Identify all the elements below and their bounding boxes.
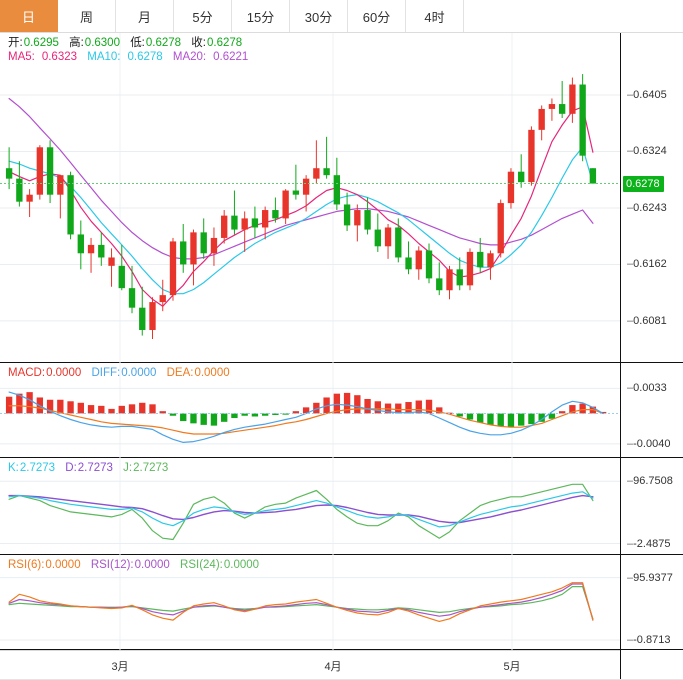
period-tab-3[interactable]: 5分 bbox=[174, 0, 232, 32]
last-price-label: 0.6278 bbox=[623, 175, 664, 192]
ma20-value: 0.6221 bbox=[213, 51, 249, 63]
rsi-panel[interactable]: RSI(6):0.0000 RSI(12):0.0000 RSI(24):0.0… bbox=[0, 555, 683, 650]
price-plot-area[interactable] bbox=[0, 33, 620, 363]
price-chart-svg bbox=[0, 33, 620, 363]
macd-y-tick-0: –0.0033 bbox=[627, 382, 667, 395]
rsi-plot-area[interactable] bbox=[0, 555, 620, 650]
period-tab-label: 月 bbox=[137, 9, 151, 25]
kdj-chart-svg bbox=[0, 458, 620, 555]
x-axis-corner bbox=[620, 650, 683, 680]
period-tab-0[interactable]: 日 bbox=[0, 0, 58, 32]
macd-y-axis: –0.0033 –-0.0040 bbox=[620, 363, 683, 457]
x-axis-tick-1: 4月 bbox=[324, 661, 342, 673]
price-y-tick-1: –0.6324 bbox=[627, 145, 667, 158]
period-tab-2[interactable]: 月 bbox=[116, 0, 174, 32]
kdj-y-tick-0: –96.7508 bbox=[627, 475, 673, 488]
price-y-axis: –0.6405 –0.6324 –0.6243 –0.6162 –0.6081 0.627… bbox=[620, 33, 683, 362]
ma20-label: MA20: bbox=[172, 51, 207, 63]
ma5-value: 0.6323 bbox=[41, 51, 78, 63]
period-tab-label: 15分 bbox=[246, 9, 275, 25]
price-y-tick-2: –0.6243 bbox=[627, 201, 667, 214]
price-y-tick-0: –0.6405 bbox=[627, 88, 667, 101]
ma-legend: MA5: 0.6323 MA10: 0.6278 MA20: 0.6221 bbox=[8, 50, 255, 64]
ma10-label: MA10: bbox=[87, 51, 121, 63]
period-tab-bar: 日 周 月 5分 15分 30分 60分 4时 bbox=[0, 0, 683, 33]
macd-panel[interactable]: MACD:0.0000 DIFF:0.0000 DEA:0.0000 –0.00… bbox=[0, 363, 683, 458]
kdj-y-axis: –96.7508 –-2.4875 bbox=[620, 458, 683, 554]
period-tab-label: 60分 bbox=[362, 9, 391, 25]
period-tab-7[interactable]: 4时 bbox=[406, 0, 464, 32]
x-axis-tick-2: 5月 bbox=[503, 661, 521, 673]
period-tab-1[interactable]: 周 bbox=[58, 0, 116, 32]
x-axis-line bbox=[0, 650, 620, 651]
x-axis-tick-0: 3月 bbox=[111, 661, 129, 673]
kdj-panel[interactable]: K:2.7273 D:2.7273 J:2.7273 –96.7508 –-2.4… bbox=[0, 458, 683, 555]
period-tab-label: 5分 bbox=[192, 9, 213, 25]
price-y-tick-4: –0.6081 bbox=[627, 314, 667, 327]
rsi-y-axis: –95.9377 –-0.8713 bbox=[620, 555, 683, 649]
period-tab-label: 4时 bbox=[424, 9, 445, 25]
period-tab-6[interactable]: 60分 bbox=[348, 0, 406, 32]
kdj-y-tick-1: –-2.4875 bbox=[627, 537, 671, 550]
kdj-plot-area[interactable] bbox=[0, 458, 620, 555]
price-y-tick-3: –0.6162 bbox=[627, 258, 667, 271]
rsi-y-tick-0: –95.9377 bbox=[627, 571, 673, 584]
x-axis-panel: 3月 4月 5月 bbox=[0, 650, 683, 680]
period-tab-4[interactable]: 15分 bbox=[232, 0, 290, 32]
period-tab-label: 周 bbox=[79, 9, 93, 25]
price-panel[interactable]: 开:0.6295 高:0.6300 低:0.6278 收:0.6278 MA5:… bbox=[0, 33, 683, 363]
x-axis-area: 3月 4月 5月 bbox=[0, 650, 620, 680]
period-tab-5[interactable]: 30分 bbox=[290, 0, 348, 32]
rsi-y-tick-1: –-0.8713 bbox=[627, 633, 671, 646]
period-tab-label: 30分 bbox=[304, 9, 333, 25]
tab-bar-filler bbox=[464, 0, 683, 32]
macd-y-tick-1: –-0.0040 bbox=[627, 437, 671, 450]
rsi-chart-svg bbox=[0, 555, 620, 650]
macd-chart-svg bbox=[0, 363, 620, 458]
ma5-label: MA5: bbox=[8, 51, 35, 63]
ma10-value: 0.6278 bbox=[127, 51, 163, 63]
macd-plot-area[interactable] bbox=[0, 363, 620, 458]
chart-stack: 开:0.6295 高:0.6300 低:0.6278 收:0.6278 MA5:… bbox=[0, 33, 683, 680]
period-tab-label: 日 bbox=[21, 9, 35, 25]
